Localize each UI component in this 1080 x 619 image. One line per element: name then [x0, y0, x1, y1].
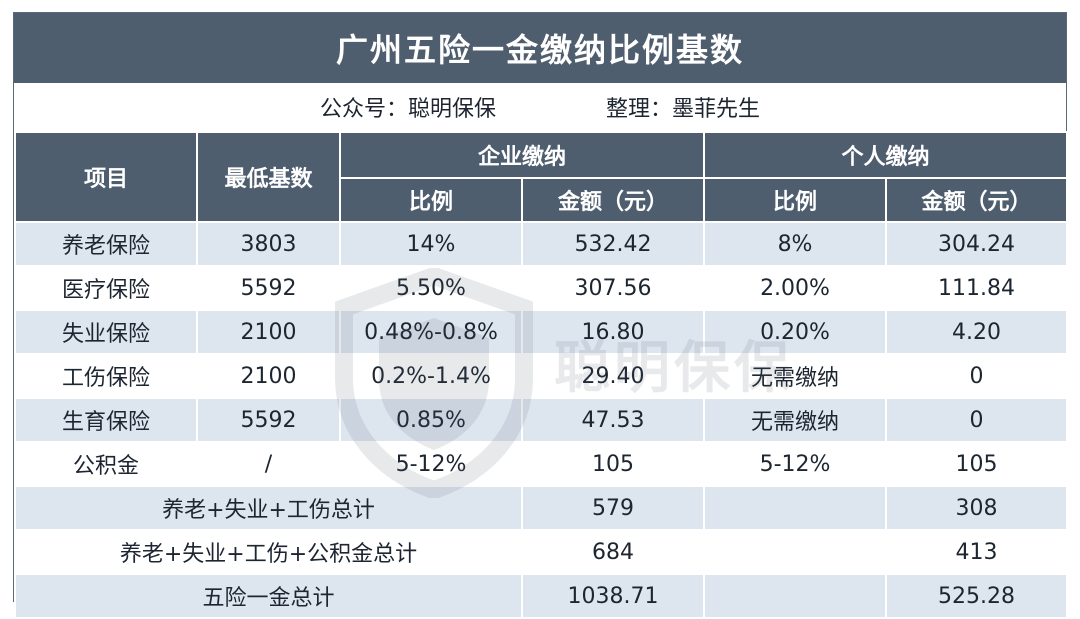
cell-company-ratio: 5.50% [339, 265, 523, 311]
total-personal-amount: 413 [885, 529, 1069, 575]
cell-company-ratio: 0.85% [339, 397, 523, 443]
total-label: 养老+失业+工伤总计 [14, 485, 523, 531]
total-company-amount: 1038.71 [520, 573, 706, 619]
cell-base: 3803 [196, 221, 341, 267]
cell-personal-ratio: 8% [703, 221, 888, 267]
header-company: 企业缴纳 [338, 131, 706, 179]
source-label: 公众号：聪明保保 [319, 97, 496, 122]
cell-company-ratio: 0.48%-0.8% [339, 309, 523, 355]
table-row: 公积金 / 5-12% 105 5-12% 105 [14, 441, 1069, 487]
cell-company-amount: 532.42 [520, 221, 706, 267]
cell-personal-amount: 105 [885, 441, 1069, 487]
header-min-base: 最低基数 [196, 131, 341, 223]
total-row: 五险一金总计 1038.71 525.28 [14, 573, 1069, 619]
header-company-ratio: 比例 [339, 177, 523, 223]
cell-item: 公积金 [14, 441, 198, 487]
cell-company-amount: 307.56 [520, 265, 706, 311]
cell-company-amount: 105 [520, 441, 706, 487]
total-label: 五险一金总计 [14, 573, 523, 619]
header-personal: 个人缴纳 [703, 131, 1069, 179]
cell-company-amount: 16.80 [520, 309, 706, 355]
cell-personal-ratio: 无需缴纳 [703, 353, 888, 399]
header-item: 项目 [14, 131, 198, 223]
table-row: 医疗保险 5592 5.50% 307.56 2.00% 111.84 [14, 265, 1069, 311]
contribution-table: 项目 最低基数 企业缴纳 个人缴纳 比例 金额（元） 比例 金额（元） 养老保险… [14, 131, 1069, 619]
total-company-amount: 579 [520, 485, 706, 531]
cell-base: 2100 [196, 309, 341, 355]
header-company-amount: 金额（元） [520, 177, 706, 223]
cell-personal-amount: 4.20 [885, 309, 1069, 355]
cell-base: 5592 [196, 265, 341, 311]
cell-company-ratio: 14% [339, 221, 523, 267]
cell-personal-ratio: 5-12% [703, 441, 888, 487]
table-row: 失业保险 2100 0.48%-0.8% 16.80 0.20% 4.20 [14, 309, 1069, 355]
cell-item: 养老保险 [14, 221, 198, 267]
cell-base: 5592 [196, 397, 341, 443]
cell-company-ratio: 5-12% [339, 441, 523, 487]
total-label: 养老+失业+工伤+公积金总计 [14, 529, 523, 575]
cell-personal-amount: 304.24 [885, 221, 1069, 267]
cell-item: 生育保险 [14, 397, 198, 443]
table-row: 养老保险 3803 14% 532.42 8% 304.24 [14, 221, 1069, 267]
cell-company-ratio: 0.2%-1.4% [339, 353, 523, 399]
editor-label: 整理：墨菲先生 [606, 97, 761, 122]
header-personal-amount: 金额（元） [885, 177, 1069, 223]
table-row: 工伤保险 2100 0.2%-1.4% 29.40 无需缴纳 0 [14, 353, 1069, 399]
total-empty [703, 529, 888, 575]
cell-company-amount: 47.53 [520, 397, 706, 443]
insurance-table-sheet: 广州五险一金缴纳比例基数 公众号：聪明保保 整理：墨菲先生 项目 最低基数 企业… [13, 12, 1069, 619]
total-row: 养老+失业+工伤+公积金总计 684 413 [14, 529, 1069, 575]
cell-item: 工伤保险 [14, 353, 198, 399]
total-empty [703, 485, 888, 531]
total-company-amount: 684 [520, 529, 706, 575]
cell-item: 医疗保险 [14, 265, 198, 311]
cell-personal-ratio: 无需缴纳 [703, 397, 888, 443]
subtitle-bar: 公众号：聪明保保 整理：墨菲先生 [14, 83, 1066, 131]
table-row: 生育保险 5592 0.85% 47.53 无需缴纳 0 [14, 397, 1069, 443]
cell-personal-amount: 111.84 [885, 265, 1069, 311]
total-row: 养老+失业+工伤总计 579 308 [14, 485, 1069, 531]
cell-item: 失业保险 [14, 309, 198, 355]
page-title: 广州五险一金缴纳比例基数 [14, 13, 1066, 83]
total-personal-amount: 308 [885, 485, 1069, 531]
header-personal-ratio: 比例 [703, 177, 888, 223]
cell-base: / [196, 441, 341, 487]
total-empty [703, 573, 888, 619]
cell-personal-ratio: 2.00% [703, 265, 888, 311]
total-personal-amount: 525.28 [885, 573, 1069, 619]
cell-company-amount: 29.40 [520, 353, 706, 399]
cell-personal-amount: 0 [885, 353, 1069, 399]
cell-base: 2100 [196, 353, 341, 399]
cell-personal-ratio: 0.20% [703, 309, 888, 355]
cell-personal-amount: 0 [885, 397, 1069, 443]
